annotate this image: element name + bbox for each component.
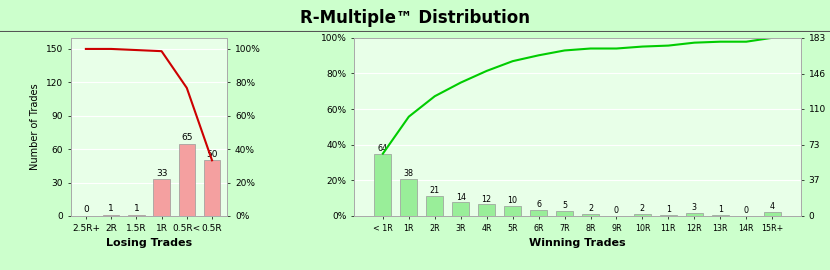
Text: 2: 2 xyxy=(640,204,645,213)
Text: 0: 0 xyxy=(83,205,89,214)
Text: 12: 12 xyxy=(481,195,491,204)
Text: 65: 65 xyxy=(181,133,193,142)
Bar xyxy=(634,214,651,216)
Bar xyxy=(712,215,729,216)
Text: 5: 5 xyxy=(562,201,567,210)
Bar xyxy=(686,213,703,216)
Bar xyxy=(660,215,676,216)
Text: 1: 1 xyxy=(134,204,139,213)
Text: 1: 1 xyxy=(718,205,723,214)
Bar xyxy=(764,212,781,216)
Bar xyxy=(128,215,144,216)
Text: 4: 4 xyxy=(769,202,774,211)
Bar xyxy=(504,206,521,216)
Bar xyxy=(582,214,599,216)
Bar xyxy=(374,154,391,216)
Text: 50: 50 xyxy=(207,150,217,159)
Text: 1: 1 xyxy=(666,205,671,214)
Text: 1: 1 xyxy=(108,204,114,213)
Text: 33: 33 xyxy=(156,168,168,178)
X-axis label: Losing Trades: Losing Trades xyxy=(106,238,192,248)
Text: 10: 10 xyxy=(508,197,518,205)
Bar xyxy=(452,202,469,216)
Bar xyxy=(400,179,417,216)
Text: 14: 14 xyxy=(456,193,466,202)
Y-axis label: Number of Trades: Number of Trades xyxy=(30,84,40,170)
Text: 64: 64 xyxy=(378,144,388,153)
Text: 0: 0 xyxy=(614,206,619,215)
Text: 0: 0 xyxy=(744,206,749,215)
Bar xyxy=(556,211,573,216)
Bar xyxy=(103,215,120,216)
Text: 6: 6 xyxy=(536,200,541,209)
Text: 3: 3 xyxy=(692,203,697,212)
Text: 38: 38 xyxy=(404,169,414,178)
Bar xyxy=(427,195,443,216)
Bar xyxy=(478,204,496,216)
Text: R-Multiple™ Distribution: R-Multiple™ Distribution xyxy=(300,9,530,27)
Text: 2: 2 xyxy=(588,204,593,213)
X-axis label: Winning Trades: Winning Trades xyxy=(530,238,626,248)
Text: 21: 21 xyxy=(430,186,440,195)
Bar xyxy=(530,210,547,216)
Bar xyxy=(154,179,170,216)
Bar xyxy=(204,160,220,216)
Bar xyxy=(178,144,195,216)
